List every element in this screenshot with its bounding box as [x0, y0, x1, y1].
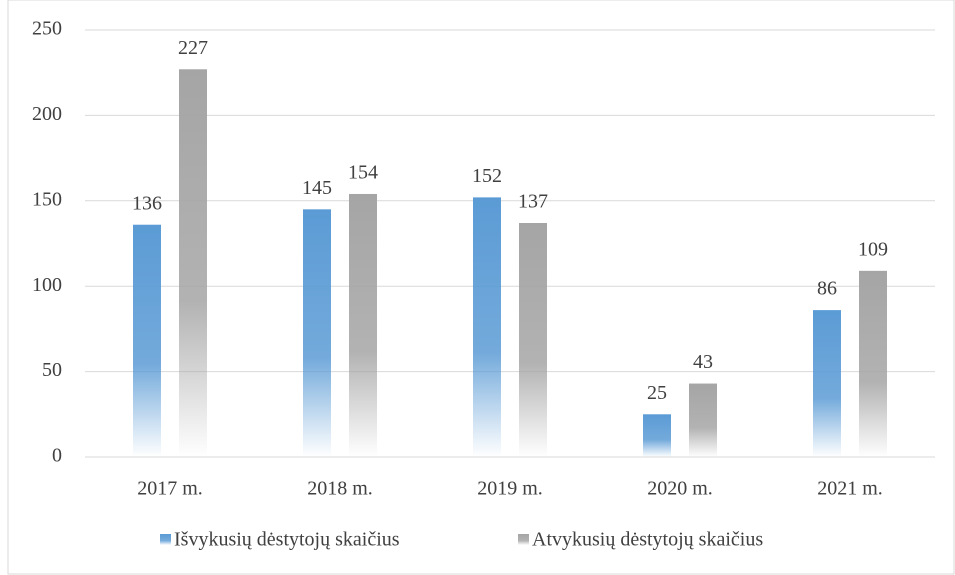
data-label: 145: [302, 177, 332, 199]
data-label: 136: [132, 192, 162, 214]
data-label: 227: [178, 37, 208, 59]
bar: [689, 383, 717, 457]
data-label: 152: [472, 165, 502, 187]
data-label: 109: [858, 238, 888, 260]
y-tick-label: 200: [32, 103, 62, 125]
bar: [179, 69, 207, 457]
bar: [859, 270, 887, 457]
bar: [643, 414, 671, 457]
bar: [133, 224, 161, 457]
y-tick-label: 250: [32, 18, 62, 40]
x-tick-label: 2017 m.: [137, 478, 203, 500]
data-label: 25: [647, 382, 667, 404]
bar: [519, 223, 547, 457]
bar: [303, 209, 331, 457]
y-tick-label: 0: [52, 445, 62, 467]
bar: [813, 310, 841, 457]
data-label: 86: [817, 278, 837, 300]
y-tick-label: 100: [32, 274, 62, 296]
legend-swatch: [518, 534, 529, 545]
y-tick-label: 150: [32, 188, 62, 210]
legend-swatch: [160, 534, 171, 545]
legend-label: Atvykusių dėstytojų skaičius: [532, 529, 763, 551]
legend-label: Išvykusių dėstytojų skaičius: [174, 529, 400, 551]
x-tick-label: 2021 m.: [817, 478, 883, 500]
bar: [349, 193, 377, 457]
data-label: 137: [518, 191, 548, 213]
data-label: 154: [348, 162, 378, 184]
data-label: 43: [693, 351, 713, 373]
x-tick-label: 2019 m.: [477, 478, 543, 500]
y-tick-label: 50: [42, 359, 62, 381]
x-tick-label: 2018 m.: [307, 478, 373, 500]
x-tick-label: 2020 m.: [647, 478, 713, 500]
bar: [473, 197, 501, 457]
